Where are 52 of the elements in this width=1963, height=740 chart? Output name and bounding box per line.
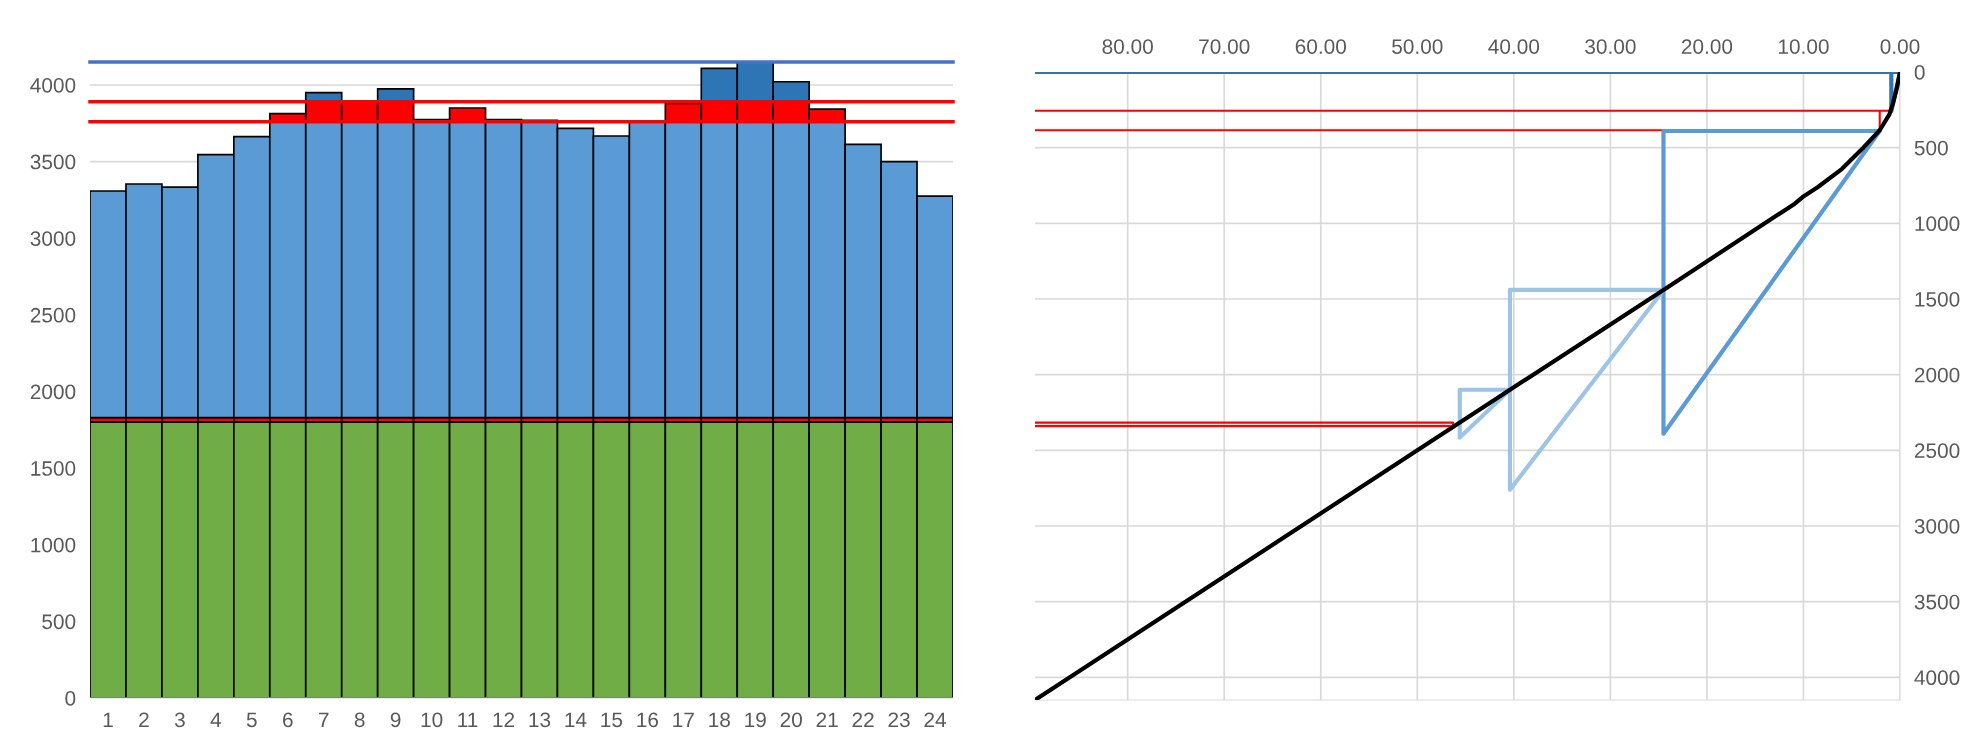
x-tick-label: 8 [354, 712, 365, 728]
y-tick-label: 1500 [31, 461, 76, 476]
x-tick-label: 3 [174, 712, 185, 728]
x-tick-label: 10.00 [1778, 39, 1829, 54]
x-tick-label: 15 [601, 712, 623, 728]
y-tick-label: 3500 [1914, 594, 1960, 610]
x-tick-label: 1 [103, 712, 113, 727]
x-tick-label: 60.00 [1295, 39, 1347, 54]
y-tick-label: 2000 [30, 384, 76, 400]
x-tick-label: 13 [529, 712, 551, 728]
x-tick-label: 12 [493, 712, 515, 727]
y-tick-label: 3000 [1914, 518, 1960, 534]
x-tick-label: 5 [246, 712, 257, 728]
x-tick-label: 4 [210, 712, 222, 727]
x-tick-label: 9 [390, 712, 401, 728]
y-tick-label: 0 [65, 691, 76, 706]
x-tick-label: 10 [421, 712, 443, 728]
y-tick-label: 4000 [30, 77, 76, 93]
x-tick-label: 23 [888, 712, 910, 728]
y-tick-label: 4000 [1914, 670, 1960, 686]
y-tick-label: 500 [1914, 140, 1948, 156]
y-tick-label: 1000 [31, 537, 76, 553]
x-tick-label: 6 [283, 712, 293, 728]
y-tick-label: 0 [1914, 65, 1925, 80]
x-tick-label: 11 [458, 712, 478, 727]
line-series [1035, 72, 1900, 700]
x-tick-label: 24 [924, 712, 946, 727]
x-tick-label: 19 [745, 712, 766, 728]
x-tick-label: 22 [852, 712, 874, 727]
x-tick-label: 14 [565, 712, 587, 727]
x-tick-label: 20.00 [1681, 39, 1733, 54]
y-tick-label: 500 [42, 614, 76, 630]
x-tick-label: 40.00 [1488, 39, 1540, 54]
x-tick-label: 21 [816, 712, 838, 727]
y-tick-label: 2500 [30, 307, 76, 323]
x-tick-label: 7 [319, 712, 329, 727]
y-tick-label: 3000 [30, 231, 76, 246]
x-tick-label: 30.00 [1585, 39, 1636, 54]
x-tick-label: 80.00 [1102, 39, 1153, 54]
x-tick-label: 17 [673, 712, 694, 727]
x-tick-label: 18 [709, 712, 730, 728]
x-tick-label: 20 [780, 712, 802, 728]
x-tick-label: 70.00 [1199, 39, 1250, 54]
y-tick-label: 2500 [1914, 443, 1960, 459]
x-tick-label: 16 [637, 712, 659, 728]
x-tick-label: 50.00 [1392, 39, 1443, 54]
y-tick-label: 2000 [1914, 367, 1960, 383]
x-tick-label: 0.00 [1880, 39, 1920, 54]
y-tick-label: 1000 [1915, 216, 1960, 232]
y-tick-label: 3500 [30, 154, 76, 170]
x-tick-label: 2 [139, 712, 149, 727]
y-tick-label: 1500 [1915, 291, 1960, 307]
